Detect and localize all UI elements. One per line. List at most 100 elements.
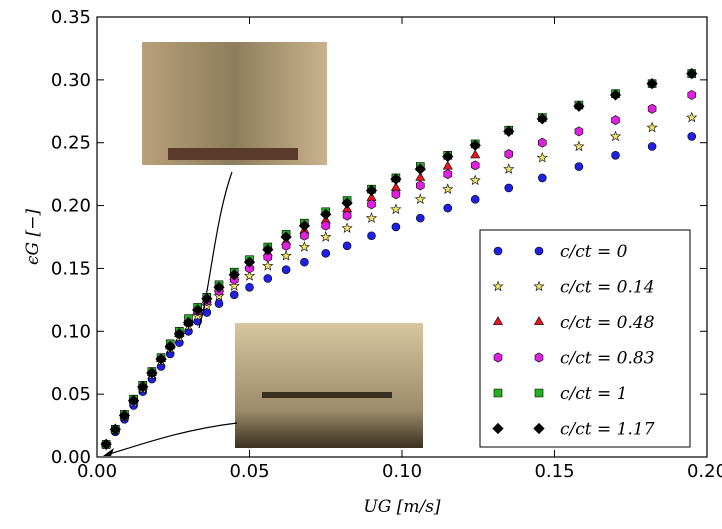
data-point	[228, 280, 240, 291]
legend-marker	[493, 388, 503, 398]
data-point	[391, 189, 401, 200]
data-point	[300, 257, 309, 267]
legend-marker	[534, 388, 544, 398]
x-axis-label: UG [m/s]	[363, 497, 441, 517]
data-point	[536, 151, 548, 163]
data-point	[390, 173, 402, 185]
data-point	[164, 340, 176, 352]
data-point	[687, 89, 697, 100]
data-point	[573, 140, 585, 152]
y-tick-label: 0.15	[51, 258, 91, 279]
data-point	[262, 243, 274, 256]
photo-insets	[103, 42, 423, 456]
data-point	[280, 231, 292, 243]
data-point	[609, 130, 622, 142]
data-point	[367, 231, 376, 241]
legend-marker	[533, 422, 545, 435]
data-point	[574, 162, 584, 171]
data-point	[537, 173, 547, 183]
data-point	[390, 203, 402, 215]
data-point	[300, 230, 309, 241]
legend-marker	[533, 316, 545, 325]
data-point	[469, 139, 481, 151]
data-point	[536, 113, 548, 125]
data-point	[415, 172, 426, 181]
data-point	[442, 150, 454, 163]
arrow-upper	[198, 171, 233, 329]
data-point	[320, 231, 332, 242]
data-point	[320, 208, 332, 220]
data-point	[686, 67, 698, 80]
legend-marker	[534, 246, 544, 256]
data-point	[609, 89, 622, 101]
data-point	[281, 265, 291, 274]
data-point	[538, 137, 547, 148]
arrow-head	[103, 448, 114, 456]
data-point	[243, 270, 256, 281]
legend-box	[479, 229, 691, 448]
data-point	[213, 281, 225, 293]
legend-marker	[493, 352, 503, 363]
data-point	[611, 150, 620, 160]
data-point	[298, 220, 311, 232]
legend-label: c/ct = 0.83	[560, 349, 655, 369]
data-point	[155, 353, 167, 365]
data-point	[442, 183, 454, 194]
data-point	[367, 199, 376, 210]
legend-marker	[533, 280, 545, 292]
data-point	[443, 203, 453, 213]
data-point	[503, 163, 515, 174]
legend-label: c/ct = 0.48	[560, 313, 655, 333]
data-point	[245, 282, 254, 292]
legend-label: c/ct = 0	[560, 242, 628, 262]
data-point	[262, 260, 274, 271]
data-point	[646, 121, 658, 133]
data-point	[214, 299, 224, 308]
photo-upper	[142, 42, 327, 165]
photo-lower-band	[262, 392, 392, 398]
data-point	[280, 250, 292, 261]
legend-marker	[492, 316, 504, 325]
arrow-lower	[105, 422, 238, 456]
data-point	[647, 142, 657, 151]
data-point	[574, 126, 584, 137]
y-tick-label: 0.25	[51, 133, 91, 154]
x-tick-label: 0.20	[687, 461, 722, 482]
legend-marker	[492, 422, 504, 435]
data-point	[201, 292, 213, 305]
y-tick-label: 0.00	[51, 447, 91, 468]
x-tick-label: 0.15	[534, 461, 574, 482]
y-tick-label: 0.10	[51, 321, 91, 342]
legend: c/ct = 0 c/ct = 0.14 c/ct = 0.48 c/ct = 0.8…	[479, 229, 691, 448]
data-point	[342, 241, 352, 251]
data-point	[100, 438, 112, 451]
data-point	[127, 394, 140, 407]
data-point	[443, 169, 453, 180]
data-point	[365, 184, 378, 197]
legend-label: c/ct = 0.14	[560, 278, 655, 298]
photo-lower	[235, 323, 423, 448]
data-point	[341, 222, 353, 233]
y-axis-label: ϵG [−]	[23, 209, 43, 265]
data-point	[341, 197, 353, 209]
data-point	[470, 194, 480, 204]
data-point	[342, 210, 352, 221]
data-point	[573, 100, 585, 112]
data-point	[415, 213, 425, 223]
data-point	[245, 263, 254, 274]
y-tick-label: 0.30	[51, 70, 91, 91]
data-point	[137, 380, 149, 393]
data-point	[391, 222, 401, 232]
legend-marker	[492, 280, 504, 292]
data-point	[504, 149, 514, 159]
data-point	[263, 274, 273, 283]
data-point	[611, 115, 620, 126]
y-tick-label: 0.20	[51, 196, 91, 217]
legend-marker	[493, 246, 503, 256]
legend-label: c/ct = 1.17	[560, 420, 655, 440]
data-point	[470, 160, 480, 171]
data-point	[182, 316, 195, 329]
data-point	[229, 290, 239, 300]
legend-label: c/ct = 1	[560, 384, 627, 404]
